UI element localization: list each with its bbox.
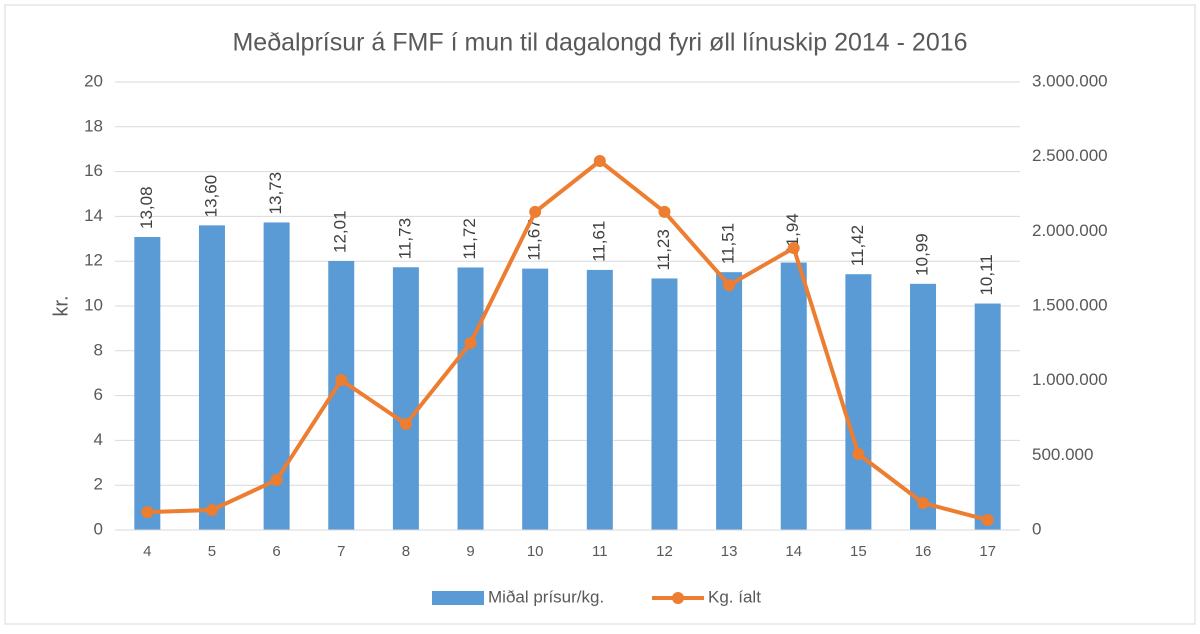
- x-tick-label: 15: [850, 543, 867, 560]
- x-tick-label: 6: [272, 543, 280, 560]
- x-tick-label: 4: [143, 543, 151, 560]
- line-point: [981, 513, 994, 526]
- x-tick-label: 11: [592, 543, 608, 560]
- data-label: 10,99: [913, 233, 932, 276]
- y-tick-label: 2: [94, 475, 103, 494]
- y-tick-label: 16: [84, 161, 103, 180]
- y2-tick-label: 3.000.000: [1032, 71, 1108, 90]
- bar: [845, 274, 872, 530]
- bar: [457, 267, 484, 530]
- data-label: 11,42: [848, 225, 867, 266]
- y-tick-label: 8: [94, 340, 103, 359]
- x-tick-label: 9: [466, 543, 474, 560]
- line: [147, 158, 989, 522]
- line-point: [399, 417, 412, 430]
- y-tick-label: 14: [84, 206, 103, 225]
- data-label: 12,01: [331, 210, 350, 253]
- data-label: 11,23: [654, 229, 673, 270]
- y-tick-label: 4: [94, 430, 103, 449]
- bar: [586, 269, 613, 530]
- data-label: 11,67: [525, 219, 544, 260]
- bar: [651, 278, 678, 530]
- y2-tick-label: 1.500.000: [1032, 295, 1108, 314]
- line-point: [529, 205, 542, 218]
- bar: [910, 283, 937, 530]
- line-point: [141, 506, 154, 519]
- data-label: 11,61: [589, 221, 608, 262]
- y2-tick-label: 500.000: [1032, 445, 1093, 464]
- x-tick-label: 16: [915, 543, 932, 560]
- line-point: [270, 473, 283, 486]
- line-point: [787, 242, 800, 255]
- line-point: [917, 496, 930, 509]
- x-tick-label: 7: [337, 543, 345, 560]
- y-tick-label: 0: [94, 519, 103, 538]
- line-point: [658, 205, 671, 218]
- bar: [198, 225, 225, 531]
- bar: [716, 272, 743, 530]
- line-point: [723, 279, 736, 292]
- y-tick-label: 20: [84, 71, 103, 90]
- line-point: [335, 374, 348, 387]
- data-label: 11,72: [460, 218, 479, 259]
- y-tick-label: 6: [94, 385, 103, 404]
- y-tick-label: 10: [84, 295, 103, 314]
- chart-title: Meðalprísur á FMF í mun til dagalongd fy…: [232, 29, 967, 57]
- y2-tick-label: 0: [1032, 519, 1041, 538]
- x-tick-label: 10: [527, 543, 544, 560]
- bar: [392, 267, 419, 530]
- bar: [522, 268, 549, 530]
- y2-tick-label: 2.500.000: [1032, 146, 1108, 165]
- y2-tick-label: 2.000.000: [1032, 221, 1108, 240]
- y-tick-label: 18: [84, 116, 103, 135]
- x-tick-label: 8: [402, 543, 410, 560]
- line-point: [852, 447, 865, 460]
- line-point: [205, 503, 218, 516]
- line-point: [593, 154, 606, 167]
- y-tick-label: 12: [84, 251, 103, 270]
- y-axis-label: kr.: [50, 295, 72, 316]
- bar: [974, 303, 1001, 530]
- line-point: [464, 337, 477, 350]
- x-tick-label: 17: [979, 543, 996, 560]
- data-label: 10,11: [977, 254, 996, 295]
- data-label: 13,73: [266, 172, 285, 215]
- data-label: 11,73: [395, 218, 414, 259]
- bar: [780, 262, 807, 530]
- x-tick-label: 13: [721, 543, 738, 560]
- data-label: 13,60: [201, 175, 220, 218]
- x-tick-label: 14: [785, 543, 802, 560]
- legend-label: Kg. íalt: [708, 587, 761, 606]
- data-label: 11,51: [719, 223, 738, 264]
- y2-tick-label: 1.000.000: [1032, 370, 1108, 389]
- x-tick-label: 12: [656, 543, 673, 560]
- legend-swatch-marker: [672, 592, 684, 604]
- bar: [134, 237, 161, 530]
- legend-label: Miðal prísur/kg.: [488, 587, 604, 606]
- x-tick-label: 5: [208, 543, 216, 560]
- legend-swatch: [432, 591, 484, 605]
- data-label: 13,08: [137, 186, 156, 229]
